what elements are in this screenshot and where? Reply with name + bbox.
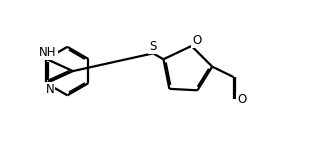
Text: N: N [45, 83, 54, 96]
Text: O: O [192, 34, 202, 47]
Text: S: S [149, 40, 157, 53]
Text: NH: NH [39, 46, 57, 59]
Text: O: O [237, 93, 246, 106]
